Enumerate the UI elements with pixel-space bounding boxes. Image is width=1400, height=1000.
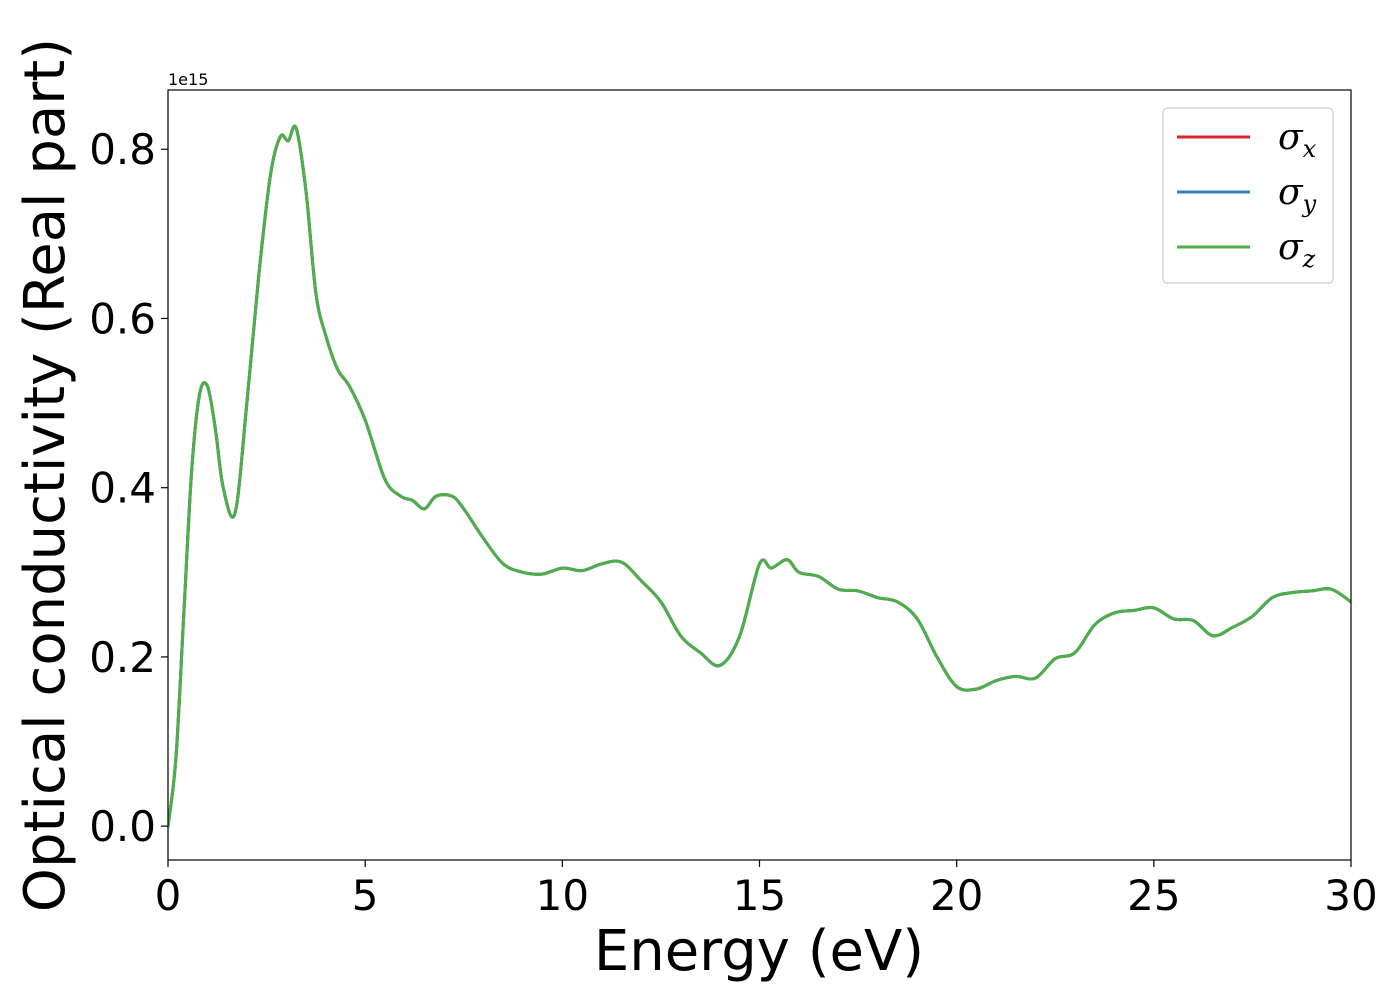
series-layer <box>168 124 1351 828</box>
x-tick-label: 20 <box>930 871 983 920</box>
x-tick-label: 30 <box>1324 871 1377 920</box>
y-tick-label: 0.4 <box>89 464 156 513</box>
x-tick-label: 15 <box>733 871 786 920</box>
legend-entries: σx σy σz <box>1177 117 1317 273</box>
x-tick-label: 10 <box>536 871 589 920</box>
y-tick-label: 0.8 <box>89 125 156 174</box>
legend: σx σy σz <box>1162 107 1334 284</box>
y-tick-label: 0.2 <box>89 633 156 682</box>
series-line-3 <box>168 124 1351 828</box>
y-tick-label: 0.6 <box>89 294 156 343</box>
plot-background <box>168 90 1351 860</box>
legend-label-x: σx <box>1278 117 1317 163</box>
y-tick-label: 0.0 <box>89 802 156 851</box>
legend-label-y: σy <box>1278 172 1317 218</box>
legend-label-z: σz <box>1278 227 1316 273</box>
x-axis-title: Energy (eV) <box>594 919 924 984</box>
y-axis-ticks: 0.0 0.2 0.4 0.6 0.8 <box>89 125 168 851</box>
y-offset-label: 1e15 <box>168 70 208 89</box>
y-axis-title: Optical conductivity (Real part) <box>13 38 78 912</box>
x-tick-label: 0 <box>155 871 182 920</box>
legend-box <box>1162 107 1334 284</box>
x-tick-label: 5 <box>352 871 379 920</box>
x-axis-ticks: 0 5 10 15 20 25 30 <box>155 860 1378 920</box>
x-tick-label: 25 <box>1127 871 1180 920</box>
